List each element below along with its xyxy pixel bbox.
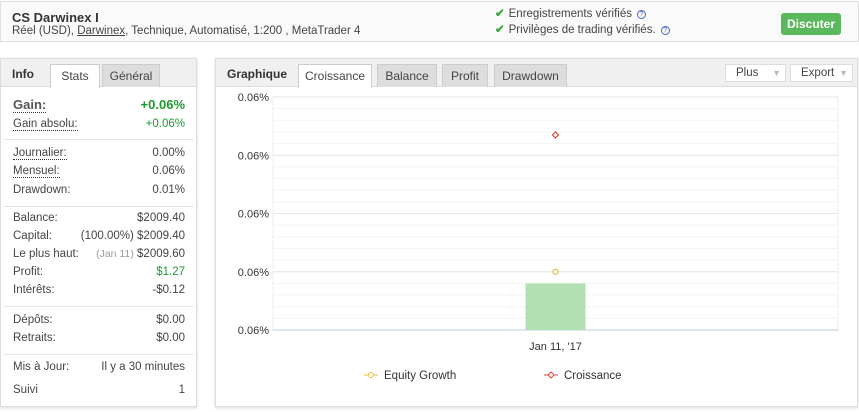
info-panel: Info Stats Général Gain: +0.06% Gain abso… [0, 58, 197, 407]
stat-label: Le plus haut: [13, 248, 79, 260]
y-tick-label: 0.06% [238, 267, 269, 279]
check-icon: ✔ [495, 8, 505, 20]
stat-label: Balance: [13, 212, 58, 224]
stat-note: (Jan 11) [96, 248, 134, 260]
tab-croissance[interactable]: Croissance [298, 64, 372, 88]
info-label: Info [12, 67, 34, 81]
verification-text: Enregistrements vérifiés [508, 8, 632, 20]
stat-value: $0.00 [156, 332, 185, 344]
stat-label: Mensuel: [13, 165, 60, 178]
help-icon[interactable]: ? [660, 26, 670, 35]
check-icon: ✔ [495, 24, 505, 36]
legend-label: Croissance [564, 370, 622, 382]
stat-label: Intérêts: [13, 284, 55, 296]
tab-balance[interactable]: Balance [377, 64, 437, 87]
plus-label: Plus [736, 67, 759, 79]
x-tick-label: Jan 11, '17 [529, 341, 582, 353]
equity-growth-point [552, 268, 559, 275]
stat-value: -$0.12 [152, 284, 185, 296]
gain-value: +0.06% [140, 97, 185, 112]
broker-link[interactable]: Darwinex [77, 25, 126, 37]
bar [525, 283, 586, 330]
account-header: CS Darwinex I Réel (USD), Darwinex, Tech… [0, 1, 859, 42]
stat-value: $2009.40 [137, 212, 185, 224]
stat-value: $0.00 [156, 314, 185, 326]
y-tick-label: 0.06% [238, 325, 269, 337]
discuss-button[interactable]: Discuter [781, 13, 841, 35]
verification-privileges: ✔ Privilèges de trading vérifiés.? [495, 22, 670, 36]
stat-value: 1 [178, 384, 185, 396]
account-subtitle: Réel (USD), Darwinex, Technique, Automat… [12, 25, 360, 37]
chart-panel: Graphique Croissance Balance Profit Draw… [215, 58, 858, 407]
tab-stats[interactable]: Stats [50, 64, 100, 88]
verification-text: Privilèges de trading vérifiés. [508, 24, 656, 36]
stat-label: Journalier: [13, 147, 67, 160]
y-tick-label: 0.06% [238, 92, 269, 104]
tab-drawdown[interactable]: Drawdown [494, 64, 567, 87]
chevron-down-icon: ▼ [839, 68, 848, 78]
stat-label: Profit: [13, 266, 44, 278]
croissance-point [551, 131, 560, 139]
plus-dropdown[interactable]: Plus ▼ [725, 64, 786, 82]
export-dropdown[interactable]: Export ▼ [790, 64, 853, 82]
legend-marker [368, 372, 374, 378]
stat-value: 0.06% [152, 165, 185, 177]
tab-general[interactable]: Général [102, 64, 160, 87]
gain-label: Gain: [13, 97, 47, 113]
abs-gain-label: Gain absolu: [13, 118, 78, 131]
stat-label: Mis à Jour: [13, 361, 70, 373]
chevron-down-icon: ▼ [772, 68, 781, 78]
stat-label: Suivi [13, 384, 38, 396]
stat-value: $1.27 [156, 266, 185, 278]
subtitle-text: , Technique, Automatisé, 1:200 , MetaTra… [125, 25, 361, 37]
stat-note: (100.00%) [80, 230, 134, 242]
chart-label: Graphique [227, 67, 288, 81]
stat-value: $2009.40 [137, 230, 185, 242]
stat-label: Capital: [13, 230, 52, 242]
stat-value: 0.00% [152, 147, 185, 159]
subtitle-text: Réel (USD), [12, 25, 78, 37]
help-icon[interactable]: ? [637, 10, 646, 19]
legend-marker [547, 371, 555, 379]
y-tick-label: 0.06% [238, 209, 269, 221]
stat-value: $2009.60 [137, 248, 185, 260]
account-title: CS Darwinex I [12, 10, 99, 25]
growth-chart: 0.06% 0.06% 0.06% 0.06% 0.06% Jan 11, '17 Equi… [238, 92, 839, 382]
legend-label: Equity Growth [384, 370, 456, 382]
export-label: Export [801, 67, 835, 79]
y-tick-label: 0.06% [238, 150, 269, 162]
verification-records: ✔ Enregistrements vérifiés? [495, 6, 646, 20]
stat-value: 0.01% [152, 184, 185, 196]
tab-profit[interactable]: Profit [442, 64, 488, 87]
stat-value: Il y a 30 minutes [101, 361, 185, 373]
stat-label: Drawdown: [13, 184, 71, 196]
stat-label: Dépôts: [13, 314, 53, 326]
abs-gain-value: +0.06% [145, 118, 185, 130]
stat-label: Retraits: [13, 332, 56, 344]
